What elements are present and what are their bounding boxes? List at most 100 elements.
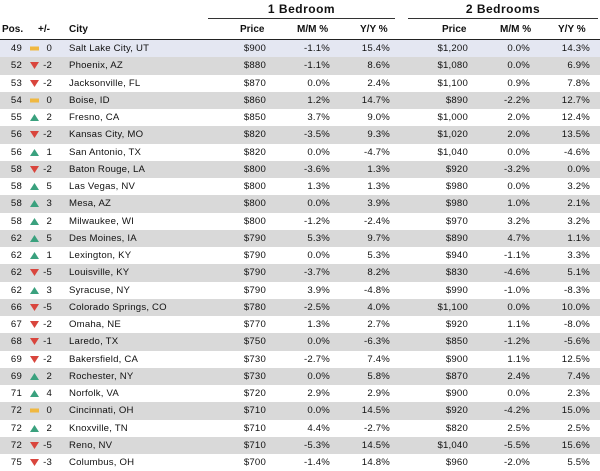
no-change-icon bbox=[30, 408, 39, 413]
mm-2br-cell: 2.5% bbox=[507, 422, 530, 434]
table-row: 58 3 Mesa, AZ $800 0.0% 3.9% $980 1.0% 2.1% bbox=[0, 195, 600, 213]
group-two-bedrooms-label: 2 Bedrooms bbox=[465, 2, 541, 16]
price-1br-cell: $720 bbox=[243, 388, 266, 399]
change-cell: -2 bbox=[43, 319, 52, 330]
mm-2br-cell: 0.0% bbox=[507, 301, 530, 313]
arrow-down-icon bbox=[30, 79, 39, 87]
no-change-icon bbox=[30, 98, 39, 103]
arrow-up-icon bbox=[30, 200, 39, 208]
city-cell: Milwaukee, WI bbox=[69, 215, 134, 227]
table-row: 72 -5 Reno, NV $710 -5.3% 14.5% $1,040 -5.5% 15.… bbox=[0, 436, 600, 454]
position-cell: 72 bbox=[10, 405, 22, 417]
yy-1br-cell: 9.3% bbox=[367, 129, 390, 141]
yy-2br-cell: 13.5% bbox=[561, 129, 590, 141]
mm-1br-cell: 0.0% bbox=[307, 198, 330, 210]
table-row: 69 -2 Bakersfield, CA $730 -2.7% 7.4% $900 1.1%… bbox=[0, 351, 600, 368]
mm-1br-cell: -5.3% bbox=[303, 439, 330, 451]
price-1br-cell: $790 bbox=[243, 267, 266, 279]
mm-2br-cell: 0.0% bbox=[507, 60, 530, 72]
city-cell: Fresno, CA bbox=[69, 112, 120, 123]
price-2br-cell: $890 bbox=[445, 94, 468, 106]
position-cell: 58 bbox=[10, 163, 22, 175]
table-body: 49 0 Salt Lake City, UT $900 -1.1% 15.4% $1,20… bbox=[0, 40, 600, 471]
arrow-down-icon bbox=[30, 303, 39, 311]
price-2br-cell: $830 bbox=[445, 267, 468, 279]
table-row: 55 2 Fresno, CA $850 3.7% 9.0% $1,000 2.0% 12.4% bbox=[0, 109, 600, 126]
mm-2br-cell: 0.0% bbox=[507, 181, 530, 192]
mm-1br-cell: 0.0% bbox=[307, 77, 330, 89]
yy-2br-cell: 6.9% bbox=[567, 60, 590, 72]
price-2br-cell: $980 bbox=[445, 181, 468, 192]
table-row: 67 -2 Omaha, NE $770 1.3% 2.7% $920 1.1% -8.0% bbox=[0, 316, 600, 333]
arrow-down-icon bbox=[30, 131, 39, 139]
arrow-up-icon bbox=[30, 286, 39, 294]
mm-2br-cell: 0.0% bbox=[507, 146, 530, 158]
table-row: 58 5 Las Vegas, NV $800 1.3% 1.3% $980 0.0% 3.2% bbox=[0, 178, 600, 195]
mm-2br-cell: -2.2% bbox=[503, 94, 530, 106]
price-1br-cell: $800 bbox=[243, 163, 266, 175]
change-cell: -3 bbox=[43, 457, 52, 468]
yy-2br-cell: 2.3% bbox=[567, 388, 590, 399]
table-row: 62 3 Syracuse, NY $790 3.9% -4.8% $990 -1.0% -8.… bbox=[0, 282, 600, 299]
price-1br-cell: $780 bbox=[243, 301, 266, 313]
mm-2br-cell: 2.0% bbox=[507, 129, 530, 141]
mm-2br-cell: 4.7% bbox=[507, 232, 530, 244]
price-1br-cell: $790 bbox=[243, 284, 266, 296]
yy-2br-cell: -8.3% bbox=[563, 284, 590, 296]
yy-1br-cell: 8.6% bbox=[367, 60, 390, 72]
change-cell: -1 bbox=[43, 336, 52, 348]
change-cell: -2 bbox=[43, 163, 52, 175]
table-row: 66 -5 Colorado Springs, CO $780 -2.5% 4.0% $1,… bbox=[0, 298, 600, 316]
column-header-row: Pos. +/- City Price M/M % Y/Y % Price M/… bbox=[0, 20, 600, 40]
price-1br-cell: $790 bbox=[243, 250, 266, 261]
table-row: 68 -1 Laredo, TX $750 0.0% -6.3% $850 -1.2% -5.6… bbox=[0, 333, 600, 351]
position-cell: 62 bbox=[10, 267, 22, 279]
city-cell: Des Moines, IA bbox=[69, 232, 137, 244]
city-cell: Las Vegas, NV bbox=[69, 181, 136, 192]
yy-1br-cell: 5.3% bbox=[367, 250, 390, 261]
arrow-down-icon bbox=[30, 355, 39, 363]
change-cell: 2 bbox=[46, 112, 52, 123]
table-row: 56 1 San Antonio, TX $820 0.0% -4.7% $1,040 0.0… bbox=[0, 144, 600, 161]
position-cell: 52 bbox=[10, 60, 22, 72]
yy-1br-cell: 7.4% bbox=[367, 353, 390, 365]
header-price-2br: Price bbox=[442, 24, 467, 35]
arrow-down-icon bbox=[30, 62, 39, 70]
city-cell: Salt Lake City, UT bbox=[69, 43, 150, 54]
position-cell: 49 bbox=[10, 43, 22, 54]
city-cell: Baton Rouge, LA bbox=[69, 163, 146, 175]
change-cell: 0 bbox=[46, 43, 52, 54]
yy-2br-cell: 5.5% bbox=[567, 457, 590, 468]
position-cell: 69 bbox=[10, 370, 22, 382]
change-cell: 5 bbox=[46, 232, 52, 244]
change-cell: 4 bbox=[46, 388, 52, 399]
price-2br-cell: $1,200 bbox=[437, 43, 468, 54]
arrow-up-icon bbox=[30, 390, 39, 397]
position-cell: 53 bbox=[10, 77, 22, 89]
yy-2br-cell: 3.3% bbox=[567, 250, 590, 261]
city-cell: Boise, ID bbox=[69, 94, 110, 106]
price-1br-cell: $770 bbox=[243, 319, 266, 330]
price-1br-cell: $800 bbox=[243, 215, 266, 227]
yy-1br-cell: 8.2% bbox=[367, 267, 390, 279]
price-1br-cell: $870 bbox=[243, 77, 266, 89]
yy-1br-cell: 14.5% bbox=[361, 405, 390, 417]
price-2br-cell: $920 bbox=[445, 319, 468, 330]
table-row: 69 2 Rochester, NY $730 0.0% 5.8% $870 2.4% 7.4% bbox=[0, 367, 600, 385]
mm-2br-cell: -3.2% bbox=[503, 163, 530, 175]
change-cell: 0 bbox=[46, 94, 52, 106]
yy-2br-cell: -8.0% bbox=[563, 319, 590, 330]
mm-1br-cell: -3.5% bbox=[303, 129, 330, 141]
position-cell: 67 bbox=[10, 319, 22, 330]
mm-2br-cell: -1.0% bbox=[503, 284, 530, 296]
yy-2br-cell: 15.0% bbox=[561, 405, 590, 417]
city-cell: Knoxville, TN bbox=[69, 422, 128, 434]
arrow-up-icon bbox=[30, 252, 39, 259]
yy-2br-cell: 2.1% bbox=[567, 198, 590, 210]
header-yy-2br: Y/Y % bbox=[558, 24, 586, 35]
city-cell: Louisville, KY bbox=[69, 267, 130, 279]
position-cell: 56 bbox=[10, 129, 22, 141]
city-cell: Bakersfield, CA bbox=[69, 353, 139, 365]
table-row: 58 2 Milwaukee, WI $800 -1.2% -2.4% $970 3.2% 3.… bbox=[0, 213, 600, 230]
price-2br-cell: $920 bbox=[445, 405, 468, 417]
